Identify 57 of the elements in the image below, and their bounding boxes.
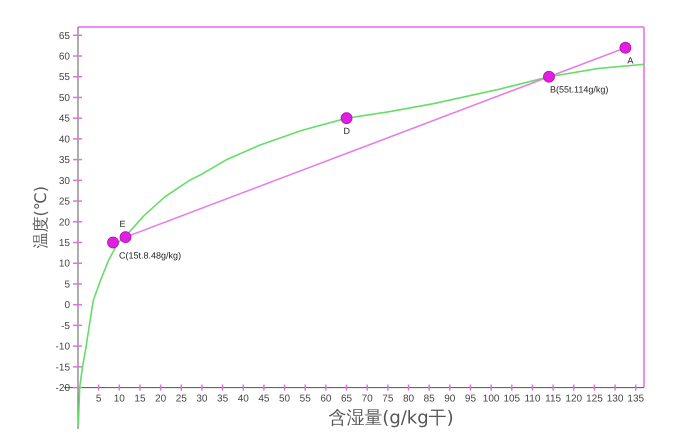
y-tick-label: -15 xyxy=(56,362,70,374)
y-tick-label: 45 xyxy=(58,114,70,125)
x-tick-label: 75 xyxy=(382,394,394,405)
point xyxy=(107,236,119,248)
x-tick-label: 125 xyxy=(586,394,604,405)
x-tick-label: 55 xyxy=(300,394,312,405)
x-tick-label: 25 xyxy=(176,394,188,405)
y-tick-label: 15 xyxy=(58,238,70,250)
annotation: C(15t.8.48g/kg) xyxy=(119,250,182,261)
point xyxy=(120,231,132,244)
x-tick-label: 35 xyxy=(217,394,229,405)
x-tick-label: 40 xyxy=(238,394,250,405)
y-tick-label: 30 xyxy=(58,176,70,187)
x-tick-label: 115 xyxy=(545,394,562,405)
x-tick-label: 100 xyxy=(482,394,500,405)
x-tick-label: 105 xyxy=(503,394,521,405)
y-tick-label: 5 xyxy=(64,279,70,290)
y-tick-label: -20 xyxy=(56,383,70,394)
y-tick-label: -10 xyxy=(56,342,70,353)
y-tick-label: 55 xyxy=(58,72,70,84)
x-tick-label: 30 xyxy=(196,394,208,405)
x-tick-label: 15 xyxy=(134,394,146,405)
y-tick-label: 65 xyxy=(58,30,70,42)
y-tick-label: -5 xyxy=(61,320,70,332)
y-tick-label: 0 xyxy=(64,300,70,312)
x-tick-label: 50 xyxy=(279,394,291,405)
annotation: D xyxy=(344,126,351,136)
x-tick-label: 70 xyxy=(362,394,374,405)
point xyxy=(340,112,352,124)
x-tick-label: 10 xyxy=(114,394,126,405)
y-tick-label: 60 xyxy=(58,52,70,63)
x-tick-label: 135 xyxy=(627,394,645,405)
y-tick-label: 20 xyxy=(58,217,70,228)
annotation: B(55t.114g/kg) xyxy=(550,84,608,95)
x-tick-label: 60 xyxy=(320,394,332,405)
annotation: E xyxy=(120,219,126,230)
x-tick-label: 20 xyxy=(155,394,167,405)
y-tick-label: 10 xyxy=(58,258,70,270)
x-tick-label: 110 xyxy=(524,394,541,405)
x-tick-label: 85 xyxy=(424,394,436,405)
x-tick-label: 95 xyxy=(464,394,476,405)
y-tick-label: 50 xyxy=(58,92,70,104)
point xyxy=(543,70,555,83)
x-tick-label: 65 xyxy=(340,394,353,405)
y-tick-label: 40 xyxy=(58,134,70,146)
x-tick-label: 5 xyxy=(96,394,102,405)
point xyxy=(620,42,632,54)
y-tick-label: 25 xyxy=(58,196,70,208)
x-tick-label: 120 xyxy=(565,394,583,405)
x-tick-label: 45 xyxy=(258,394,270,405)
xlabel: 含湿量(g/kg干) xyxy=(328,408,454,429)
x-tick-label: 90 xyxy=(444,394,456,405)
x-tick-label: 80 xyxy=(402,394,415,405)
y-tick-label: 35 xyxy=(58,155,70,166)
x-tick-label: 130 xyxy=(606,394,624,405)
annotation: A xyxy=(627,56,634,66)
ylabel: 温度(℃) xyxy=(31,186,50,248)
